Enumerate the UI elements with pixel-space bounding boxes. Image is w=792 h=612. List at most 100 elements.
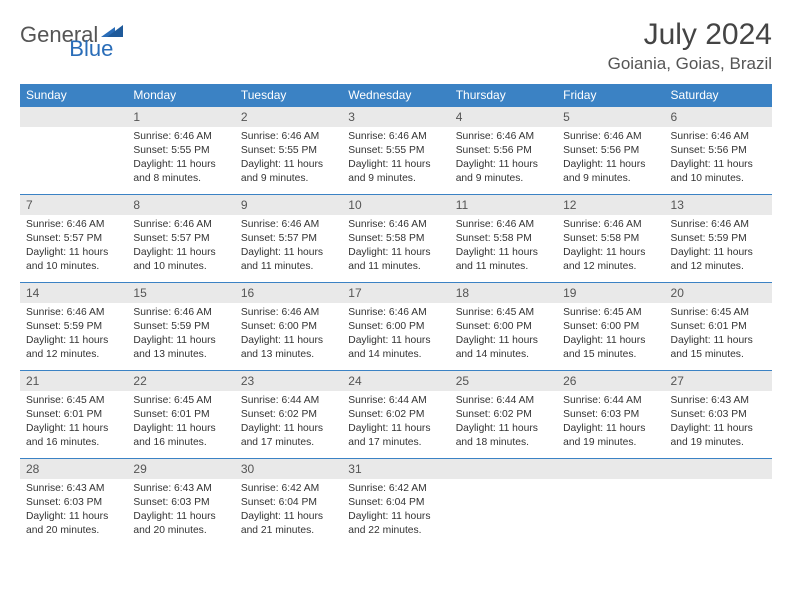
day-number [557, 459, 664, 479]
day-body: Sunrise: 6:46 AMSunset: 5:58 PMDaylight:… [342, 215, 449, 278]
calendar-day-cell: 18Sunrise: 6:45 AMSunset: 6:00 PMDayligh… [450, 283, 557, 371]
calendar-week-row: 1Sunrise: 6:46 AMSunset: 5:55 PMDaylight… [20, 107, 772, 195]
weekday-header: Saturday [665, 84, 772, 107]
day-body: Sunrise: 6:43 AMSunset: 6:03 PMDaylight:… [665, 391, 772, 454]
day-body [557, 479, 664, 529]
calendar-week-row: 7Sunrise: 6:46 AMSunset: 5:57 PMDaylight… [20, 195, 772, 283]
day-number: 2 [235, 107, 342, 127]
day-body: Sunrise: 6:44 AMSunset: 6:02 PMDaylight:… [450, 391, 557, 454]
calendar-day-cell: 7Sunrise: 6:46 AMSunset: 5:57 PMDaylight… [20, 195, 127, 283]
calendar-week-row: 14Sunrise: 6:46 AMSunset: 5:59 PMDayligh… [20, 283, 772, 371]
day-number: 5 [557, 107, 664, 127]
day-body: Sunrise: 6:45 AMSunset: 6:01 PMDaylight:… [20, 391, 127, 454]
month-title: July 2024 [608, 18, 772, 52]
day-number: 7 [20, 195, 127, 215]
calendar-day-cell [557, 459, 664, 547]
weekday-header-row: Sunday Monday Tuesday Wednesday Thursday… [20, 84, 772, 107]
calendar-table: Sunday Monday Tuesday Wednesday Thursday… [20, 84, 772, 547]
day-number [665, 459, 772, 479]
day-body: Sunrise: 6:45 AMSunset: 6:01 PMDaylight:… [127, 391, 234, 454]
calendar-day-cell: 17Sunrise: 6:46 AMSunset: 6:00 PMDayligh… [342, 283, 449, 371]
day-body: Sunrise: 6:45 AMSunset: 6:01 PMDaylight:… [665, 303, 772, 366]
calendar-day-cell: 1Sunrise: 6:46 AMSunset: 5:55 PMDaylight… [127, 107, 234, 195]
calendar-day-cell: 23Sunrise: 6:44 AMSunset: 6:02 PMDayligh… [235, 371, 342, 459]
title-block: July 2024 Goiania, Goias, Brazil [608, 18, 772, 74]
day-body: Sunrise: 6:45 AMSunset: 6:00 PMDaylight:… [557, 303, 664, 366]
day-body: Sunrise: 6:46 AMSunset: 5:56 PMDaylight:… [557, 127, 664, 190]
day-number: 11 [450, 195, 557, 215]
calendar-day-cell: 15Sunrise: 6:46 AMSunset: 5:59 PMDayligh… [127, 283, 234, 371]
day-number: 18 [450, 283, 557, 303]
day-body: Sunrise: 6:46 AMSunset: 5:55 PMDaylight:… [127, 127, 234, 190]
day-number: 13 [665, 195, 772, 215]
day-number: 27 [665, 371, 772, 391]
calendar-day-cell [665, 459, 772, 547]
calendar-day-cell: 21Sunrise: 6:45 AMSunset: 6:01 PMDayligh… [20, 371, 127, 459]
calendar-day-cell: 2Sunrise: 6:46 AMSunset: 5:55 PMDaylight… [235, 107, 342, 195]
day-number: 10 [342, 195, 449, 215]
day-number: 4 [450, 107, 557, 127]
day-number: 28 [20, 459, 127, 479]
day-number: 14 [20, 283, 127, 303]
day-body: Sunrise: 6:46 AMSunset: 6:00 PMDaylight:… [235, 303, 342, 366]
day-body: Sunrise: 6:44 AMSunset: 6:03 PMDaylight:… [557, 391, 664, 454]
calendar-day-cell: 12Sunrise: 6:46 AMSunset: 5:58 PMDayligh… [557, 195, 664, 283]
location: Goiania, Goias, Brazil [608, 54, 772, 74]
day-body: Sunrise: 6:45 AMSunset: 6:00 PMDaylight:… [450, 303, 557, 366]
calendar-day-cell: 3Sunrise: 6:46 AMSunset: 5:55 PMDaylight… [342, 107, 449, 195]
day-number: 1 [127, 107, 234, 127]
calendar-day-cell: 22Sunrise: 6:45 AMSunset: 6:01 PMDayligh… [127, 371, 234, 459]
day-number: 24 [342, 371, 449, 391]
day-body: Sunrise: 6:46 AMSunset: 5:57 PMDaylight:… [127, 215, 234, 278]
calendar-day-cell: 10Sunrise: 6:46 AMSunset: 5:58 PMDayligh… [342, 195, 449, 283]
day-body: Sunrise: 6:46 AMSunset: 5:55 PMDaylight:… [235, 127, 342, 190]
day-number: 21 [20, 371, 127, 391]
weekday-header: Monday [127, 84, 234, 107]
brand-part2: Blue [69, 36, 113, 62]
day-number: 3 [342, 107, 449, 127]
day-body: Sunrise: 6:46 AMSunset: 6:00 PMDaylight:… [342, 303, 449, 366]
day-body: Sunrise: 6:42 AMSunset: 6:04 PMDaylight:… [342, 479, 449, 542]
calendar-day-cell: 28Sunrise: 6:43 AMSunset: 6:03 PMDayligh… [20, 459, 127, 547]
day-number: 16 [235, 283, 342, 303]
calendar-day-cell [450, 459, 557, 547]
day-body: Sunrise: 6:46 AMSunset: 5:57 PMDaylight:… [20, 215, 127, 278]
calendar-day-cell: 27Sunrise: 6:43 AMSunset: 6:03 PMDayligh… [665, 371, 772, 459]
day-number: 29 [127, 459, 234, 479]
calendar-day-cell: 26Sunrise: 6:44 AMSunset: 6:03 PMDayligh… [557, 371, 664, 459]
calendar-day-cell: 4Sunrise: 6:46 AMSunset: 5:56 PMDaylight… [450, 107, 557, 195]
calendar-day-cell: 8Sunrise: 6:46 AMSunset: 5:57 PMDaylight… [127, 195, 234, 283]
weekday-header: Sunday [20, 84, 127, 107]
weekday-header: Thursday [450, 84, 557, 107]
calendar-day-cell: 16Sunrise: 6:46 AMSunset: 6:00 PMDayligh… [235, 283, 342, 371]
calendar-week-row: 28Sunrise: 6:43 AMSunset: 6:03 PMDayligh… [20, 459, 772, 547]
day-body: Sunrise: 6:46 AMSunset: 5:59 PMDaylight:… [20, 303, 127, 366]
day-body: Sunrise: 6:46 AMSunset: 5:59 PMDaylight:… [127, 303, 234, 366]
calendar-day-cell: 30Sunrise: 6:42 AMSunset: 6:04 PMDayligh… [235, 459, 342, 547]
day-body: Sunrise: 6:46 AMSunset: 5:56 PMDaylight:… [665, 127, 772, 190]
calendar-day-cell [20, 107, 127, 195]
header: GeneralBlue July 2024 Goiania, Goias, Br… [20, 18, 772, 74]
day-number: 9 [235, 195, 342, 215]
day-number: 17 [342, 283, 449, 303]
day-body: Sunrise: 6:46 AMSunset: 5:58 PMDaylight:… [450, 215, 557, 278]
day-number: 31 [342, 459, 449, 479]
day-number: 20 [665, 283, 772, 303]
brand-logo: GeneralBlue [20, 22, 177, 48]
calendar-day-cell: 31Sunrise: 6:42 AMSunset: 6:04 PMDayligh… [342, 459, 449, 547]
day-number: 26 [557, 371, 664, 391]
day-number: 22 [127, 371, 234, 391]
day-body: Sunrise: 6:46 AMSunset: 5:58 PMDaylight:… [557, 215, 664, 278]
day-number: 23 [235, 371, 342, 391]
day-number [20, 107, 127, 127]
calendar-day-cell: 13Sunrise: 6:46 AMSunset: 5:59 PMDayligh… [665, 195, 772, 283]
day-body: Sunrise: 6:44 AMSunset: 6:02 PMDaylight:… [235, 391, 342, 454]
calendar-day-cell: 14Sunrise: 6:46 AMSunset: 5:59 PMDayligh… [20, 283, 127, 371]
day-body [665, 479, 772, 529]
calendar-day-cell: 19Sunrise: 6:45 AMSunset: 6:00 PMDayligh… [557, 283, 664, 371]
day-body: Sunrise: 6:43 AMSunset: 6:03 PMDaylight:… [127, 479, 234, 542]
day-body [20, 127, 127, 177]
day-body: Sunrise: 6:46 AMSunset: 5:55 PMDaylight:… [342, 127, 449, 190]
day-body [450, 479, 557, 529]
day-body: Sunrise: 6:43 AMSunset: 6:03 PMDaylight:… [20, 479, 127, 542]
